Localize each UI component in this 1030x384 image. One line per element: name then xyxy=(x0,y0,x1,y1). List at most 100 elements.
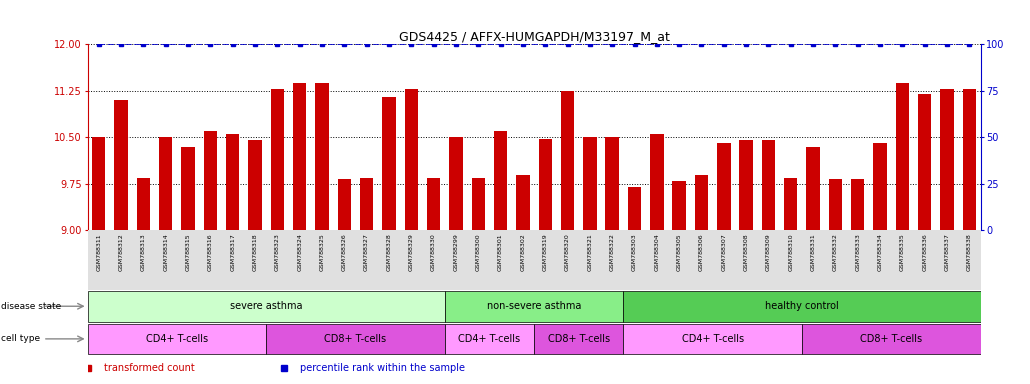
Text: GSM788327: GSM788327 xyxy=(365,233,369,271)
Text: GSM788331: GSM788331 xyxy=(811,233,816,271)
Text: transformed count: transformed count xyxy=(104,362,195,373)
Bar xyxy=(472,178,485,230)
Text: disease state: disease state xyxy=(1,302,61,311)
Bar xyxy=(248,141,262,230)
Bar xyxy=(740,141,753,230)
Text: GSM788315: GSM788315 xyxy=(185,233,191,271)
Bar xyxy=(851,179,864,230)
Text: GSM788308: GSM788308 xyxy=(744,233,749,271)
Bar xyxy=(493,131,507,230)
Text: GSM788333: GSM788333 xyxy=(855,233,860,271)
Text: cell type: cell type xyxy=(1,334,40,343)
Text: healthy control: healthy control xyxy=(765,301,838,311)
Bar xyxy=(673,181,686,230)
Text: GSM788300: GSM788300 xyxy=(476,233,481,271)
Bar xyxy=(918,94,931,230)
Text: GSM788326: GSM788326 xyxy=(342,233,347,271)
Text: GSM788323: GSM788323 xyxy=(275,233,280,271)
Text: CD4+ T-cells: CD4+ T-cells xyxy=(682,334,744,344)
Bar xyxy=(266,324,445,354)
Bar xyxy=(873,144,887,230)
Text: percentile rank within the sample: percentile rank within the sample xyxy=(300,362,466,373)
Text: CD4+ T-cells: CD4+ T-cells xyxy=(458,334,520,344)
Bar xyxy=(623,324,802,354)
Text: GSM788337: GSM788337 xyxy=(945,233,950,271)
Text: GSM788304: GSM788304 xyxy=(654,233,659,271)
Text: GSM788307: GSM788307 xyxy=(721,233,726,271)
Bar xyxy=(623,291,981,321)
Text: GSM788301: GSM788301 xyxy=(499,233,503,271)
Bar xyxy=(784,178,797,230)
Bar xyxy=(806,147,820,230)
Text: GSM788316: GSM788316 xyxy=(208,233,213,271)
Bar xyxy=(88,230,981,290)
Bar xyxy=(137,178,150,230)
Bar xyxy=(535,324,623,354)
Text: GSM788332: GSM788332 xyxy=(833,233,838,271)
Title: GDS4425 / AFFX-HUMGAPDH/M33197_M_at: GDS4425 / AFFX-HUMGAPDH/M33197_M_at xyxy=(399,30,670,43)
Bar xyxy=(445,324,535,354)
Bar xyxy=(359,178,373,230)
Bar xyxy=(271,89,284,230)
Bar xyxy=(516,174,529,230)
Text: GSM788313: GSM788313 xyxy=(141,233,146,271)
Bar xyxy=(717,144,730,230)
Text: GSM788321: GSM788321 xyxy=(587,233,592,271)
Bar xyxy=(829,179,843,230)
Text: CD8+ T-cells: CD8+ T-cells xyxy=(548,334,610,344)
Text: GSM788309: GSM788309 xyxy=(766,233,771,271)
Text: GSM788310: GSM788310 xyxy=(788,233,793,271)
Text: GSM788328: GSM788328 xyxy=(386,233,391,271)
Text: severe asthma: severe asthma xyxy=(230,301,303,311)
Bar xyxy=(650,134,663,230)
Text: GSM788303: GSM788303 xyxy=(632,233,637,271)
Text: GSM788338: GSM788338 xyxy=(967,233,972,271)
Bar xyxy=(159,137,172,230)
Bar xyxy=(628,187,642,230)
Text: GSM788305: GSM788305 xyxy=(677,233,682,271)
Text: GSM788318: GSM788318 xyxy=(252,233,258,271)
Bar xyxy=(382,97,396,230)
Bar xyxy=(426,178,440,230)
Text: GSM788329: GSM788329 xyxy=(409,233,414,271)
Text: GSM788325: GSM788325 xyxy=(319,233,324,271)
Bar xyxy=(338,179,351,230)
Bar xyxy=(583,137,596,230)
Text: CD8+ T-cells: CD8+ T-cells xyxy=(324,334,386,344)
Bar xyxy=(204,131,217,230)
Text: CD4+ T-cells: CD4+ T-cells xyxy=(146,334,208,344)
Text: GSM788319: GSM788319 xyxy=(543,233,548,271)
Text: CD8+ T-cells: CD8+ T-cells xyxy=(860,334,922,344)
Text: GSM788336: GSM788336 xyxy=(922,233,927,271)
Bar xyxy=(896,83,909,230)
Text: GSM788302: GSM788302 xyxy=(520,233,525,271)
Bar xyxy=(293,83,306,230)
Bar xyxy=(92,137,105,230)
Bar xyxy=(445,291,623,321)
Bar xyxy=(695,174,709,230)
Bar xyxy=(561,91,575,230)
Bar xyxy=(539,139,552,230)
Bar xyxy=(802,324,981,354)
Bar xyxy=(181,147,195,230)
Bar xyxy=(226,134,239,230)
Text: GSM788314: GSM788314 xyxy=(163,233,168,271)
Text: GSM788320: GSM788320 xyxy=(565,233,570,271)
Text: GSM788317: GSM788317 xyxy=(230,233,235,271)
Text: non-severe asthma: non-severe asthma xyxy=(487,301,581,311)
Bar xyxy=(606,137,619,230)
Bar xyxy=(940,89,954,230)
Bar xyxy=(88,324,266,354)
Text: GSM788335: GSM788335 xyxy=(900,233,905,271)
Text: GSM788299: GSM788299 xyxy=(453,233,458,271)
Bar xyxy=(449,137,462,230)
Text: GSM788306: GSM788306 xyxy=(699,233,703,271)
Text: GSM788311: GSM788311 xyxy=(96,233,101,271)
Text: GSM788312: GSM788312 xyxy=(118,233,124,271)
Text: GSM788322: GSM788322 xyxy=(610,233,615,271)
Bar xyxy=(315,83,329,230)
Bar xyxy=(88,291,445,321)
Text: GSM788334: GSM788334 xyxy=(878,233,883,271)
Bar xyxy=(405,89,418,230)
Bar xyxy=(762,141,776,230)
